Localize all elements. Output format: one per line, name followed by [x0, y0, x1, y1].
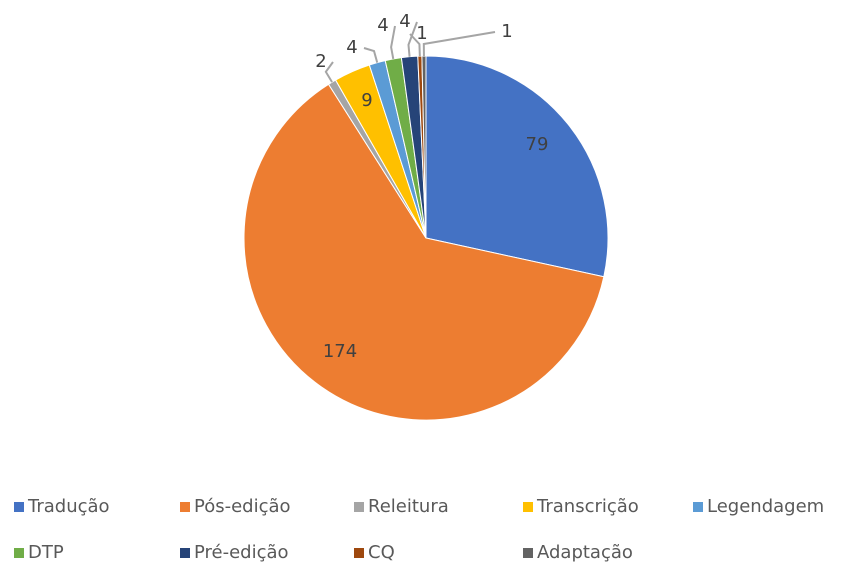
legend-label: Transcrição	[536, 496, 639, 517]
legend-label: Adaptação	[537, 542, 633, 563]
legend-swatch	[180, 502, 190, 512]
legend-swatch	[354, 548, 364, 558]
data-label: 1	[501, 21, 512, 42]
data-label: 2	[315, 51, 326, 72]
legend-swatch	[14, 548, 24, 558]
data-label: 9	[361, 90, 372, 111]
legend-label: Releitura	[368, 496, 449, 517]
leader-line	[407, 21, 418, 57]
legend-swatch	[180, 548, 190, 558]
legend-swatch	[14, 502, 24, 512]
data-label: 1	[416, 23, 427, 44]
legend-label: Legendagem	[707, 496, 824, 517]
data-label: 4	[399, 11, 410, 32]
leader-line	[363, 47, 379, 63]
legend-label: CQ	[368, 542, 395, 563]
legend-label: DTP	[28, 542, 64, 563]
data-label: 79	[526, 134, 549, 155]
pie-slice	[243, 83, 605, 421]
pie-slice	[421, 55, 427, 239]
leader-line	[409, 33, 421, 57]
leader-line	[324, 61, 334, 83]
pie-slice	[425, 55, 609, 278]
legend-label: Tradução	[27, 496, 110, 517]
legend-swatch	[354, 502, 364, 512]
legend-swatch	[523, 502, 533, 512]
leader-line	[422, 31, 496, 57]
leader-line	[390, 25, 396, 60]
legend-label: Pré-edição	[194, 542, 289, 563]
legend-swatch	[523, 548, 533, 558]
legend-swatch	[693, 502, 703, 512]
data-label: 4	[346, 37, 357, 58]
legend-label: Pós-edição	[194, 496, 291, 517]
data-label: 174	[323, 341, 357, 362]
data-label: 4	[377, 15, 388, 36]
